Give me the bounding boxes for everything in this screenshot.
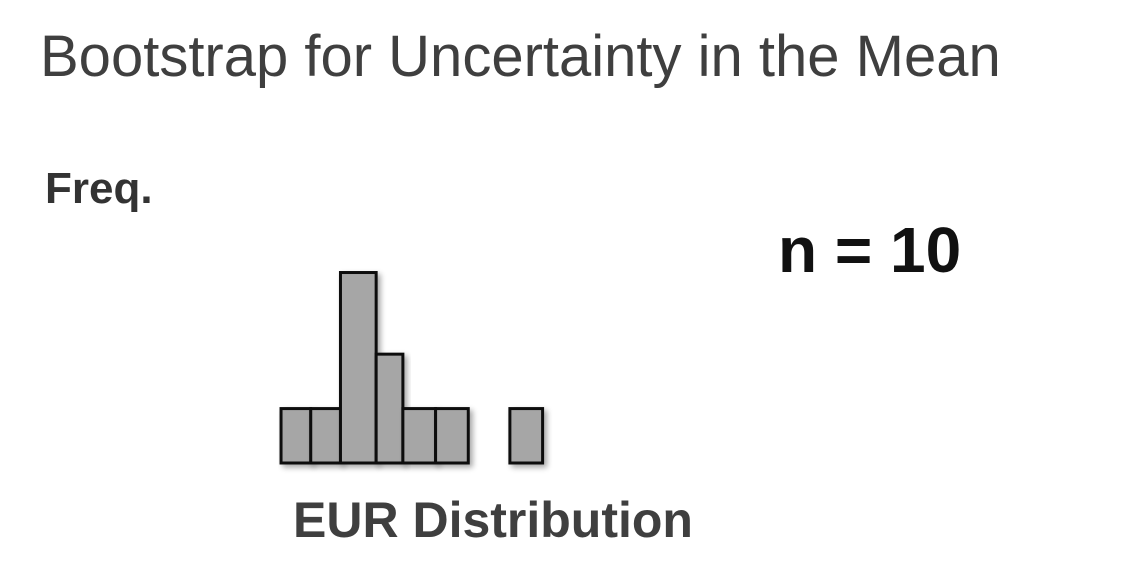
histogram-bar-5 — [401, 407, 438, 465]
histogram-bar-1 — [279, 407, 313, 465]
y-axis-label: Freq. — [45, 164, 153, 213]
x-axis-label: EUR Distribution — [293, 492, 693, 548]
histogram-bar-7 — [508, 407, 545, 465]
histogram-bar-4 — [374, 352, 405, 465]
sample-size-annotation: n = 10 — [778, 214, 962, 286]
chart-title: Bootstrap for Uncertainty in the Mean — [40, 24, 1001, 89]
axes — [175, 180, 712, 465]
histogram-bar-6 — [434, 407, 470, 465]
histogram-bar-2 — [309, 407, 342, 465]
histogram-bar-3 — [338, 271, 378, 465]
histogram-bars — [279, 271, 545, 465]
